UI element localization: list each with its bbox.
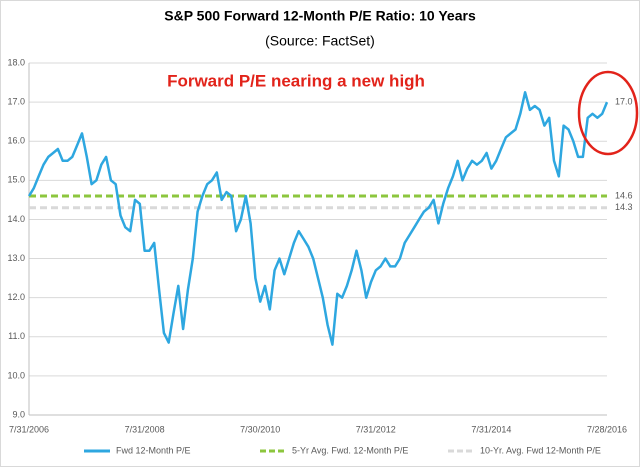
x-tick-label: 7/31/2008 — [125, 424, 165, 434]
x-tick-label: 7/28/2016 — [587, 424, 627, 434]
y-tick-label: 10.0 — [7, 370, 25, 380]
reference-label: 14.3 — [615, 202, 633, 212]
end-label: 17.0 — [615, 96, 633, 106]
y-tick-label: 11.0 — [8, 331, 25, 341]
x-tick-label: 7/31/2014 — [471, 424, 511, 434]
y-tick-label: 15.0 — [7, 175, 25, 185]
y-tick-label: 13.0 — [7, 253, 25, 263]
y-tick-label: 9.0 — [12, 409, 25, 419]
y-tick-label: 14.0 — [7, 214, 25, 224]
chart-title: S&P 500 Forward 12-Month P/E Ratio: 10 Y… — [164, 8, 476, 24]
reference-label: 14.6 — [615, 190, 633, 200]
annotation: Forward P/E nearing a new high — [167, 71, 425, 90]
legend-label: 5-Yr Avg. Fwd. 12-Month P/E — [292, 445, 408, 455]
x-tick-label: 7/31/2006 — [9, 424, 49, 434]
y-tick-label: 12.0 — [7, 292, 25, 302]
chart-subtitle: (Source: FactSet) — [265, 33, 375, 49]
legend-label: Fwd 12-Month P/E — [116, 445, 191, 455]
y-tick-label: 16.0 — [7, 136, 25, 146]
x-tick-label: 7/30/2010 — [240, 424, 280, 434]
y-tick-label: 17.0 — [7, 96, 25, 106]
y-tick-label: 18.0 — [7, 57, 25, 67]
data-line — [27, 91, 609, 346]
legend-label: 10-Yr. Avg. Fwd 12-Month P/E — [480, 445, 601, 455]
x-tick-label: 7/31/2012 — [356, 424, 396, 434]
highlight-circle — [577, 70, 639, 156]
